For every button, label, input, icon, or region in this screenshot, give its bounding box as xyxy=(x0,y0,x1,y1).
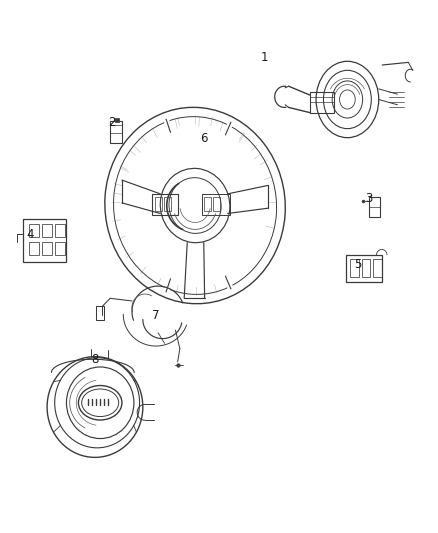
Text: 2: 2 xyxy=(109,116,116,129)
Text: 4: 4 xyxy=(26,228,33,241)
Text: 8: 8 xyxy=(91,353,99,366)
Text: 1: 1 xyxy=(261,51,268,63)
Text: 3: 3 xyxy=(365,192,373,205)
Text: 7: 7 xyxy=(152,309,159,322)
Text: 5: 5 xyxy=(355,259,362,271)
Text: 6: 6 xyxy=(200,132,208,144)
